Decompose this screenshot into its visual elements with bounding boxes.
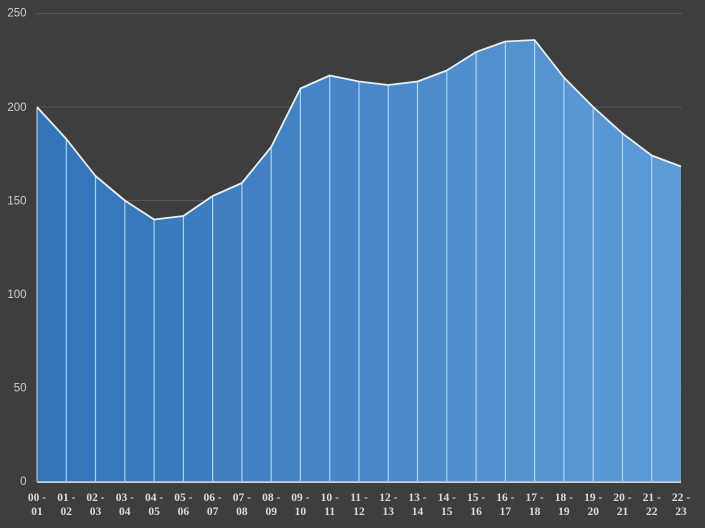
svg-text:18 -: 18 - — [555, 492, 573, 504]
svg-text:05: 05 — [148, 506, 160, 518]
svg-text:18: 18 — [529, 506, 541, 518]
svg-text:12 -: 12 - — [379, 492, 397, 504]
svg-text:06: 06 — [178, 506, 190, 518]
svg-text:00 -: 00 - — [28, 492, 46, 504]
svg-text:19 -: 19 - — [584, 492, 602, 504]
svg-text:15 -: 15 - — [467, 492, 485, 504]
svg-text:09 -: 09 - — [291, 492, 309, 504]
svg-text:10: 10 — [295, 506, 307, 518]
svg-text:06 -: 06 - — [203, 492, 221, 504]
svg-text:03 -: 03 - — [116, 492, 134, 504]
svg-text:21: 21 — [617, 506, 629, 518]
svg-text:100: 100 — [7, 289, 26, 301]
svg-text:21 -: 21 - — [643, 492, 661, 504]
svg-text:14 -: 14 - — [438, 492, 456, 504]
svg-text:14: 14 — [412, 506, 424, 518]
svg-text:23: 23 — [675, 506, 687, 518]
svg-text:02: 02 — [61, 506, 73, 518]
svg-text:03: 03 — [90, 506, 102, 518]
svg-text:20 -: 20 - — [613, 492, 631, 504]
svg-text:17: 17 — [500, 506, 512, 518]
svg-text:15: 15 — [441, 506, 453, 518]
svg-text:16: 16 — [470, 506, 482, 518]
svg-text:250: 250 — [7, 7, 26, 19]
svg-text:17 -: 17 - — [525, 492, 543, 504]
svg-text:09: 09 — [265, 506, 277, 518]
svg-text:0: 0 — [20, 476, 26, 488]
svg-text:12: 12 — [353, 506, 365, 518]
svg-text:05 -: 05 - — [174, 492, 192, 504]
svg-text:04 -: 04 - — [145, 492, 163, 504]
svg-text:08 -: 08 - — [262, 492, 280, 504]
svg-text:01 -: 01 - — [57, 492, 75, 504]
svg-text:07: 07 — [207, 506, 219, 518]
svg-text:50: 50 — [14, 383, 27, 395]
svg-text:22 -: 22 - — [672, 492, 690, 504]
svg-text:11: 11 — [324, 506, 335, 518]
svg-text:01: 01 — [31, 506, 43, 518]
svg-text:08: 08 — [236, 506, 248, 518]
svg-text:02 -: 02 - — [86, 492, 104, 504]
svg-text:16 -: 16 - — [496, 492, 514, 504]
svg-text:13 -: 13 - — [408, 492, 426, 504]
svg-text:150: 150 — [7, 196, 26, 208]
svg-text:19: 19 — [558, 506, 570, 518]
svg-text:04: 04 — [119, 506, 131, 518]
svg-text:13: 13 — [383, 506, 395, 518]
svg-text:07 -: 07 - — [233, 492, 251, 504]
svg-text:200: 200 — [7, 102, 26, 114]
svg-text:11 -: 11 - — [350, 492, 368, 504]
svg-text:20: 20 — [587, 506, 599, 518]
svg-text:10 -: 10 - — [321, 492, 339, 504]
svg-text:22: 22 — [646, 506, 658, 518]
